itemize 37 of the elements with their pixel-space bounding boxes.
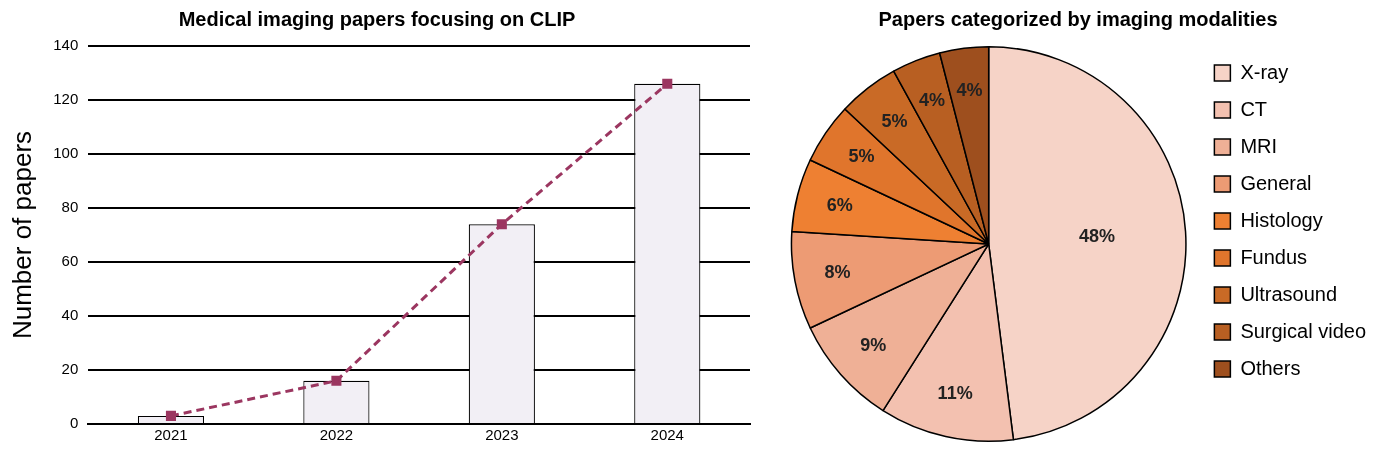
data-label: 5% xyxy=(881,111,908,132)
data-label: 4% xyxy=(919,89,946,110)
legend-label: Histology xyxy=(1240,208,1323,231)
y-tick-label: 100 xyxy=(53,144,79,162)
legend-label: Others xyxy=(1240,356,1301,379)
x-tick-label: 2022 xyxy=(319,426,354,444)
y-tick-label: 0 xyxy=(69,414,79,432)
data-label: 9% xyxy=(860,334,887,355)
y-tick-label: 80 xyxy=(61,198,79,216)
data-label: 8% xyxy=(824,261,851,282)
data-label: 4% xyxy=(956,80,983,101)
legend-label: CT xyxy=(1240,97,1268,120)
point xyxy=(331,375,342,386)
data-label: 5% xyxy=(848,146,875,167)
y-tick-label: 40 xyxy=(61,306,79,324)
y-tick-label: 20 xyxy=(61,360,79,378)
point xyxy=(496,219,507,230)
x-tick-label: 2021 xyxy=(154,426,188,444)
data-label: 6% xyxy=(826,194,853,215)
legend-label: Ultrasound xyxy=(1240,282,1338,305)
legend-label: Surgical video xyxy=(1240,319,1366,342)
x-tick-label: 2024 xyxy=(650,426,684,444)
y-tick-label: 60 xyxy=(61,252,79,270)
x-tick-label: 2023 xyxy=(485,426,519,444)
y-tick-label: 120 xyxy=(53,90,79,108)
legend-label: Fundus xyxy=(1240,245,1308,268)
legend-label: General xyxy=(1240,171,1312,194)
point xyxy=(662,78,673,89)
chart-title: Papers categorized by imaging modalities xyxy=(878,7,1278,30)
point xyxy=(165,410,176,421)
data-label: 48% xyxy=(1078,226,1115,247)
legend-label: MRI xyxy=(1240,134,1278,157)
data-label: 11% xyxy=(937,383,973,404)
y-tick-label: 140 xyxy=(53,36,79,54)
legend-label: X-ray xyxy=(1240,60,1289,83)
chart-title: Medical imaging papers focusing on CLIP xyxy=(178,7,576,30)
y-axis-title: Number of papers xyxy=(6,130,37,340)
